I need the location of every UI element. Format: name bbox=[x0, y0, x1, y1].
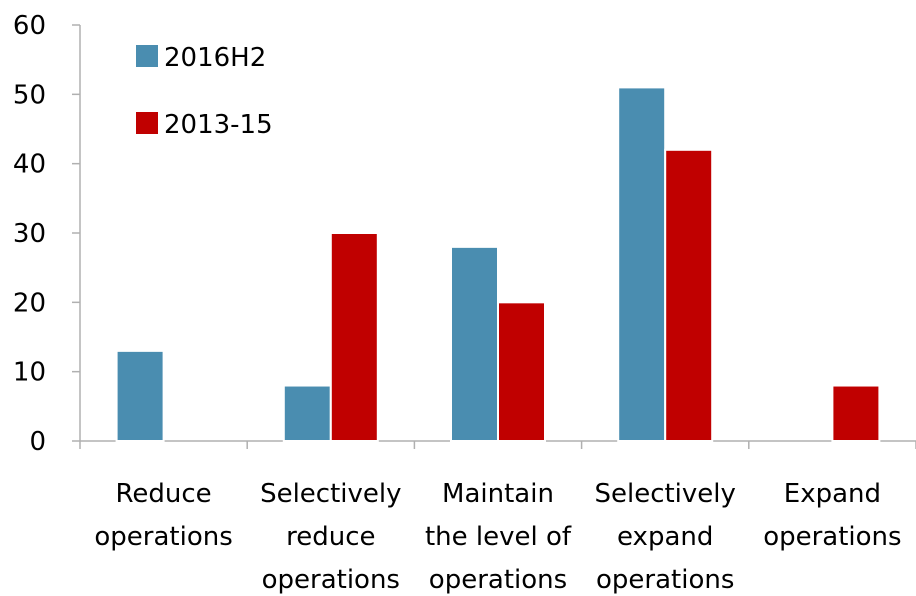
legend-label: 2016H2 bbox=[164, 43, 266, 73]
category-label: Maintain the level of operations bbox=[425, 479, 572, 595]
legend-swatch bbox=[136, 112, 158, 134]
y-tick-label: 20 bbox=[13, 288, 46, 318]
bar-2016H2-2 bbox=[450, 245, 499, 442]
category-label-line: operations bbox=[94, 522, 232, 552]
bars bbox=[115, 86, 881, 443]
category-label: Selectively expand operations bbox=[594, 479, 735, 595]
category-label-line: operations bbox=[763, 522, 901, 552]
y-tick-label: 60 bbox=[13, 11, 46, 41]
bar-2016H2-0 bbox=[115, 349, 165, 442]
category-label-line: Expand bbox=[784, 479, 881, 509]
category-label-line: operations bbox=[429, 565, 567, 595]
bar-2013-15-2 bbox=[497, 301, 546, 443]
bar-2016H2-3 bbox=[617, 86, 667, 443]
y-tick-label: 40 bbox=[13, 150, 46, 180]
category-label: Expand operations bbox=[763, 479, 901, 552]
category-label-line: Reduce bbox=[116, 479, 212, 509]
category-label: Reduce operations bbox=[94, 479, 232, 552]
legend: 2016H2 2013-15 bbox=[136, 43, 273, 140]
x-ticks bbox=[79, 441, 916, 449]
y-tick-label: 30 bbox=[13, 219, 46, 249]
category-label-line: expand bbox=[617, 522, 713, 552]
y-tick-label: 50 bbox=[13, 80, 46, 110]
category-labels: Reduce operations Selectively reduce operati… bbox=[94, 479, 901, 595]
category-label-line: the level of bbox=[425, 522, 572, 552]
legend-label: 2013-15 bbox=[164, 110, 273, 140]
y-tick-label: 10 bbox=[13, 358, 46, 388]
category-label-line: Maintain bbox=[442, 479, 554, 509]
y-ticks: 0 10 20 30 40 50 60 bbox=[13, 11, 80, 457]
category-label: Selectively reduce operations bbox=[260, 479, 401, 595]
legend-swatch bbox=[136, 45, 158, 67]
category-label-line: operations bbox=[596, 565, 734, 595]
category-label-line: Selectively bbox=[260, 479, 401, 509]
bar-2013-15-1 bbox=[329, 232, 379, 442]
bar-2013-15-4 bbox=[831, 384, 881, 442]
bar-2013-15-3 bbox=[664, 148, 714, 443]
category-label-line: Selectively bbox=[594, 479, 735, 509]
y-tick-label: 0 bbox=[29, 427, 46, 457]
category-label-line: operations bbox=[262, 565, 400, 595]
bar-2016H2-1 bbox=[282, 384, 332, 442]
category-label-line: reduce bbox=[286, 522, 375, 552]
